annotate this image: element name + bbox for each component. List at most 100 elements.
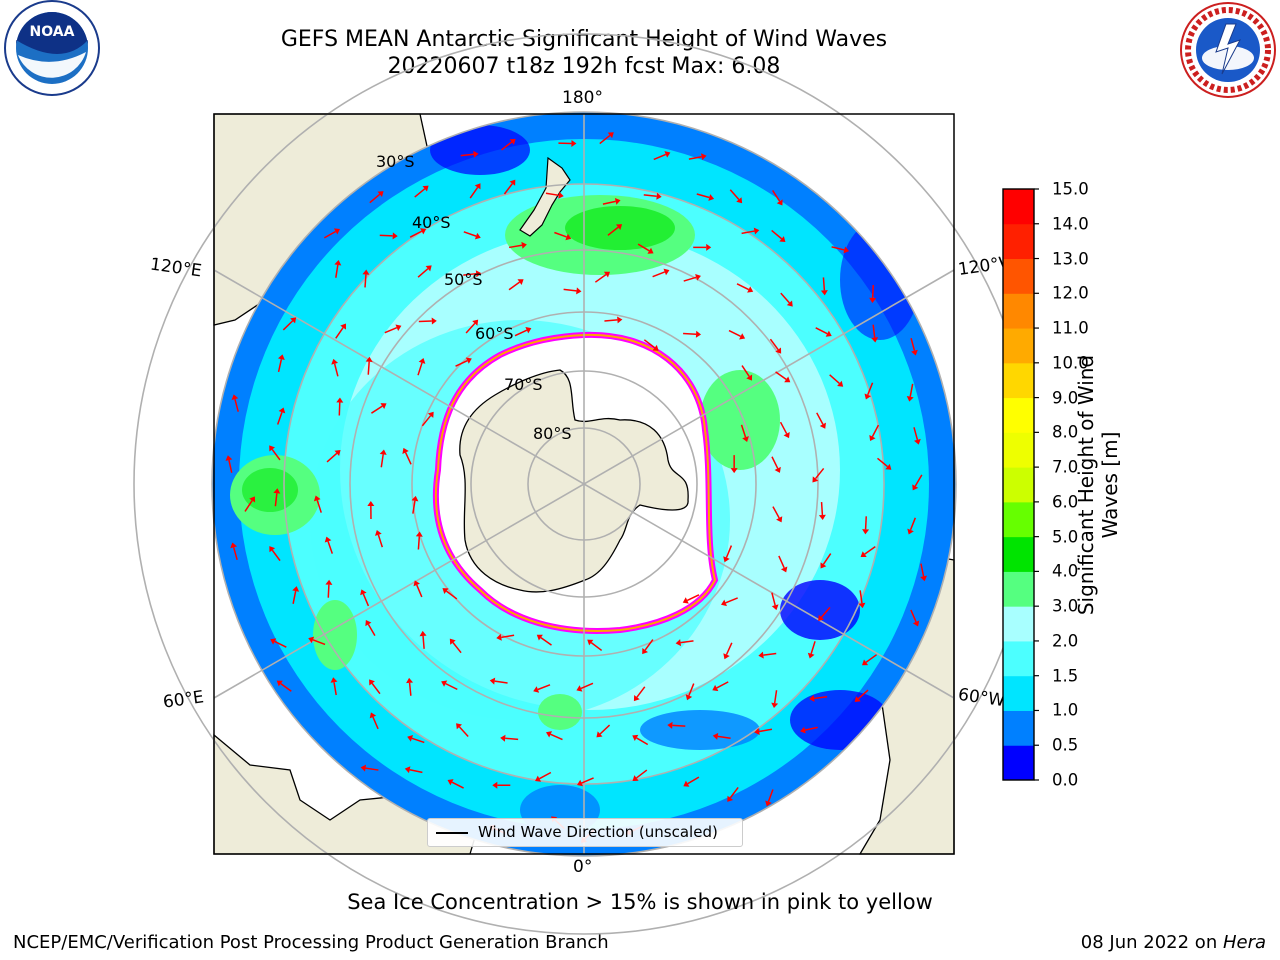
wave-arrow: [417, 536, 421, 550]
wave-arrow-head: [820, 290, 828, 296]
wave-arrow-head: [825, 330, 832, 337]
wave-arrow-head: [231, 394, 239, 401]
wave-arrow: [277, 359, 283, 373]
wave-arrow-head: [727, 795, 734, 802]
wave-arrow: [820, 606, 831, 618]
wave-arrow-head: [336, 397, 344, 403]
colorbar-label-line2: Waves [m]: [1098, 431, 1122, 539]
wave-arrow: [872, 324, 876, 338]
wave-arrow-head: [509, 138, 516, 145]
wave-arrow: [545, 192, 559, 197]
wave-arrow: [501, 141, 513, 151]
colorbar-segment: [1003, 189, 1034, 225]
wave-arrow: [244, 500, 253, 512]
wave-arrow-head: [607, 132, 614, 139]
wave-arrow: [234, 398, 239, 412]
wave-arrow-head: [667, 721, 673, 729]
wave-arrow-head: [413, 580, 420, 587]
wave-arrow: [508, 281, 520, 291]
wave-arrow: [769, 338, 779, 351]
colorbar-segment: [1003, 571, 1034, 607]
wave-arrow-head: [784, 376, 791, 383]
colorbar-segment: [1003, 536, 1034, 572]
wave-arrow-head: [333, 228, 340, 235]
wave-arrow: [292, 590, 297, 604]
wave-arrow-head: [747, 286, 754, 293]
wave-arrow-head: [695, 273, 701, 281]
wave-arrow-head: [885, 463, 892, 470]
wave-arrow: [274, 493, 278, 507]
wave-arrow: [644, 639, 654, 651]
chart-title: GEFS MEAN Antarctic Significant Height o…: [280, 27, 888, 52]
wave-arrow: [316, 500, 322, 513]
wave-arrow: [725, 545, 733, 558]
wave-arrow: [460, 153, 474, 157]
colorbar-tick-label: 1.5: [1052, 666, 1079, 686]
wave-arrow: [653, 153, 667, 161]
wave-arrow-head: [375, 529, 382, 536]
wave-arrow-head: [496, 633, 502, 641]
wave-arrow-head: [249, 496, 256, 503]
wave-arrow: [539, 771, 552, 780]
wave-arrow-head: [509, 179, 516, 186]
wave-arrow: [820, 501, 824, 516]
wave-arrow-head: [369, 679, 375, 686]
wave-arrow-head: [536, 634, 543, 641]
wave-arrow: [455, 359, 468, 367]
wave-arrow: [232, 547, 238, 560]
colorbar-segment: [1003, 397, 1034, 433]
wave-arrow: [688, 155, 702, 160]
wave-arrow: [417, 362, 423, 376]
wave-arrow-head: [292, 586, 300, 592]
wave-arrow-head: [500, 734, 506, 742]
wave-arrow: [599, 134, 611, 145]
colorbar-tick-label: 8.0: [1052, 422, 1079, 442]
noaa-logo: NOAA: [4, 0, 100, 96]
wave-arrow: [871, 284, 874, 298]
wave-arrow: [463, 272, 477, 276]
wave-arrow: [909, 517, 917, 531]
noaa-logo-text: NOAA: [30, 24, 75, 40]
lat-label-50s: 50°S: [444, 270, 483, 289]
wave-arrow-head: [406, 677, 414, 684]
colorbar-segment: [1003, 293, 1034, 329]
wave-arrow-head: [325, 579, 333, 585]
wave-arrow-head: [474, 183, 481, 190]
colorbar-segment: [1003, 606, 1034, 642]
wave-arrow-head: [869, 434, 876, 442]
wave-arrow: [816, 412, 824, 425]
wave-arrow: [335, 264, 339, 278]
wave-arrow-head: [273, 488, 281, 494]
wave-arrow: [637, 243, 650, 252]
wave-arrow: [778, 555, 785, 569]
wave-arrow-head: [861, 659, 869, 666]
colorbar-segment: [1003, 675, 1034, 711]
wave-arrow: [416, 584, 423, 598]
colorbar-tick-label: 1.0: [1052, 700, 1079, 720]
wave-arrow-head: [425, 265, 432, 272]
wave-arrow: [741, 230, 755, 235]
wave-arrow: [380, 454, 384, 468]
wave-arrow-head: [723, 556, 730, 563]
wave-arrow-head: [418, 358, 426, 364]
wave-arrow-head: [695, 330, 702, 338]
wave-arrow: [514, 329, 528, 337]
colorbar-tick-label: 11.0: [1052, 318, 1089, 338]
wave-arrow: [652, 271, 666, 278]
wave-arrow-head: [596, 731, 603, 738]
wave-arrow-head: [633, 695, 640, 702]
wave-arrow: [804, 726, 818, 731]
wave-arrow: [452, 642, 462, 654]
wave-arrow: [607, 226, 619, 236]
wave-arrow: [913, 427, 919, 441]
wave-arrow: [829, 374, 840, 384]
map-frame-border: [213, 113, 955, 855]
wave-arrow-head: [411, 495, 419, 502]
wave-arrow: [417, 268, 429, 278]
wave-arrow: [779, 421, 788, 435]
wave-arrow-head: [442, 588, 449, 594]
wave-arrow: [683, 276, 697, 282]
wave-arrow: [767, 789, 774, 802]
wave-arrow: [910, 609, 917, 623]
